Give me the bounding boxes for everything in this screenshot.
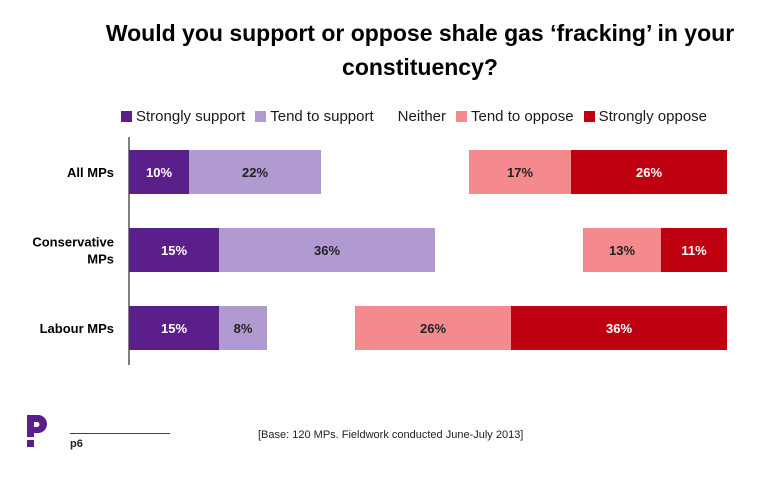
- bar-strongly-oppose: [661, 228, 727, 272]
- bar-value-label: 26%: [420, 321, 446, 336]
- bar-value-label: 15%: [161, 243, 187, 258]
- bar-strongly-oppose: [571, 150, 727, 194]
- chart-title: Would you support or oppose shale gas ‘f…: [105, 20, 735, 80]
- legend-label: Strongly support: [136, 107, 246, 125]
- category-label: All MPs: [67, 165, 114, 180]
- bar-tend-to-support: [219, 306, 267, 350]
- bar-strongly-support: [129, 228, 219, 272]
- bar-value-label: 26%: [636, 165, 662, 180]
- bar-value-label: 10%: [146, 165, 172, 180]
- legend-item: Tend to support: [255, 107, 374, 125]
- legend-label: Tend to support: [270, 107, 374, 125]
- bar-value-label: 22%: [242, 165, 268, 180]
- legend-item: Neither: [398, 108, 446, 125]
- footer-divider: [70, 433, 170, 434]
- chart-legend: Strongly support Tend to support Neither Te…: [121, 106, 717, 126]
- bar-tend-to-support: [189, 150, 321, 194]
- page-number: p6: [70, 438, 83, 450]
- legend-item: Strongly oppose: [583, 107, 707, 125]
- legend-swatch: [456, 110, 467, 122]
- populus-p-logo-icon: [27, 415, 47, 447]
- category-label: Labour MPs: [40, 321, 114, 336]
- legend-swatch: [583, 110, 595, 122]
- bar-value-label: 13%: [609, 243, 635, 258]
- bar-tend-to-oppose: [355, 306, 511, 350]
- bar-tend-to-support: [219, 228, 435, 272]
- bar-value-label: 36%: [606, 321, 632, 336]
- base-note: [Base: 120 MPs. Fieldwork conducted June…: [258, 429, 524, 441]
- bar-value-label: 36%: [314, 243, 340, 258]
- bar-strongly-support: [129, 306, 219, 350]
- bar-value-label: 17%: [507, 165, 533, 180]
- bar-strongly-oppose: [511, 306, 727, 350]
- legend-item: Strongly support: [121, 108, 245, 125]
- category-label: Conservative MPs: [32, 235, 114, 267]
- bar-value-label: 11%: [681, 243, 707, 258]
- legend-label: Strongly oppose: [598, 107, 707, 125]
- bar-tend-to-oppose: [583, 228, 661, 272]
- legend-item: Tend to oppose: [456, 108, 574, 125]
- legend-swatch: [255, 110, 267, 122]
- bar-tend-to-oppose: [469, 150, 571, 194]
- legend-swatch: [121, 110, 132, 122]
- legend-label: Tend to oppose: [471, 107, 574, 125]
- legend-label: Neither: [397, 107, 446, 125]
- bar-strongly-support: [129, 150, 189, 194]
- bar-value-label: 15%: [161, 321, 187, 336]
- bar-value-label: 8%: [234, 321, 253, 336]
